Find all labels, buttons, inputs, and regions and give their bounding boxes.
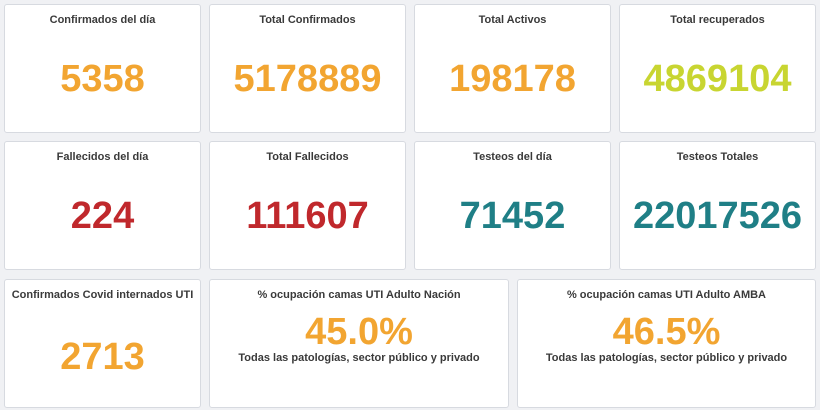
card-title: Total recuperados [670,14,765,26]
card-fallecidos-del-dia: Fallecidos del día 224 [4,141,201,270]
card-total-fallecidos: Total Fallecidos 111607 [209,141,406,270]
card-total-confirmados: Total Confirmados 5178889 [209,4,406,133]
card-title: Confirmados Covid internados UTI [11,289,194,301]
card-total-recuperados: Total recuperados 4869104 [619,4,816,133]
card-title: % ocupación camas UTI Adulto AMBA [566,289,767,301]
card-confirmados-internados-uti: Confirmados Covid internados UTI 2713 [4,279,201,408]
card-value: 71452 [459,195,566,237]
card-value: 46.5% [612,311,721,353]
card-title: Testeos Totales [676,151,759,163]
card-value: 2713 [60,336,145,378]
card-title: Testeos del día [473,151,552,163]
card-value: 224 [70,195,135,237]
card-title: Total Fallecidos [266,151,349,163]
card-value: 198178 [449,58,576,100]
card-testeos-del-dia: Testeos del día 71452 [414,141,611,270]
card-subtitle: Todas las patologías, sector público y p… [238,352,480,364]
card-confirmados-del-dia: Confirmados del día 5358 [4,4,201,133]
card-value: 5358 [60,58,145,100]
card-title: Total Confirmados [259,14,356,26]
card-value: 111607 [246,195,369,237]
card-value: 4869104 [643,58,792,100]
card-title: % ocupación camas UTI Adulto Nación [257,289,461,301]
card-title: Confirmados del día [49,14,156,26]
card-value: 5178889 [233,58,382,100]
card-testeos-totales: Testeos Totales 22017526 [619,141,816,270]
card-title: Fallecidos del día [56,151,149,163]
card-ocupacion-uti-amba: % ocupación camas UTI Adulto AMBA 46.5% … [517,279,816,408]
card-ocupacion-uti-nacion: % ocupación camas UTI Adulto Nación 45.0… [209,279,509,408]
card-title: Total Activos [478,14,547,26]
card-value: 22017526 [632,195,803,237]
card-value: 45.0% [305,311,413,353]
card-subtitle: Todas las patologías, sector público y p… [545,352,788,364]
card-total-activos: Total Activos 198178 [414,4,611,133]
